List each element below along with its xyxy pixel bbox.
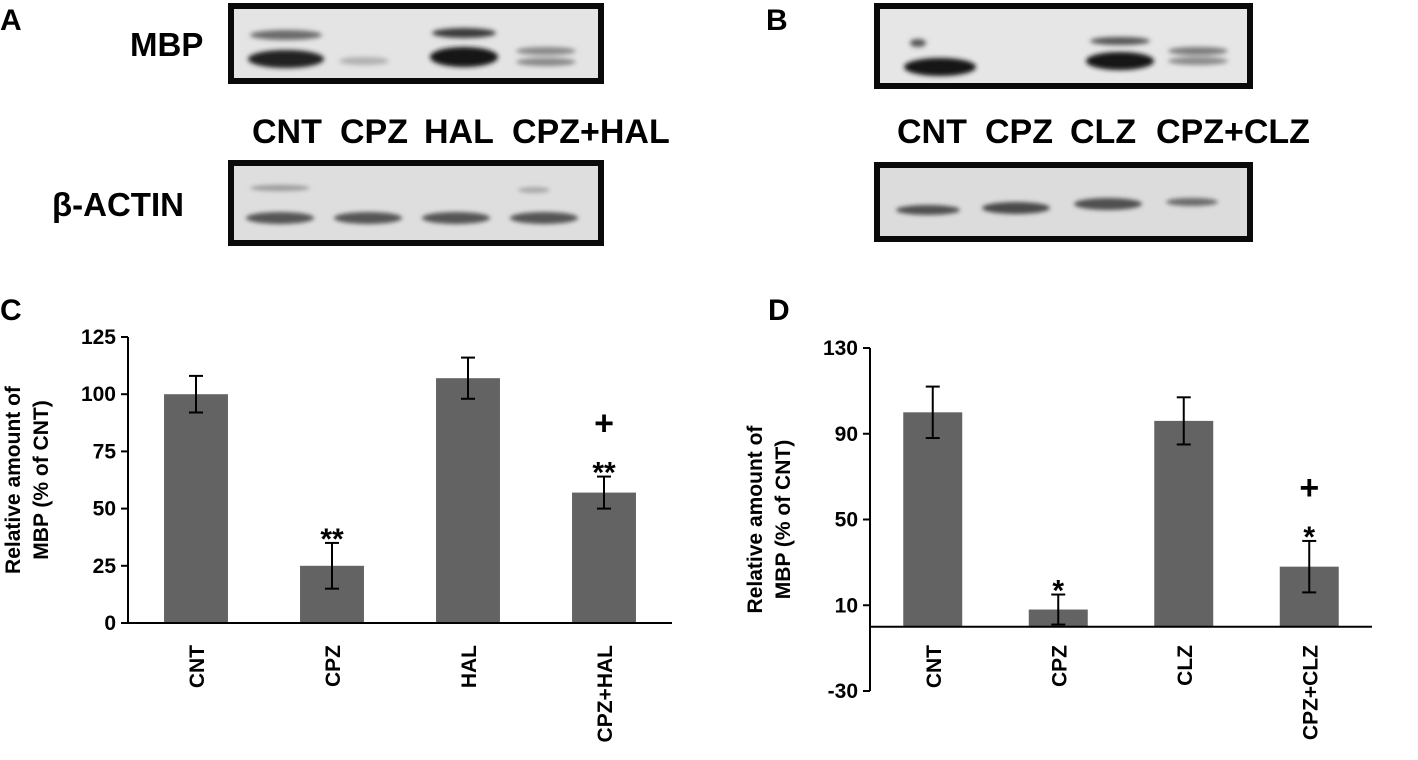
c0-bar-3 [572, 492, 636, 623]
c0-y-axis-title-line1: Relative amount of [2, 385, 25, 574]
c0-category-label-1: CPZ [322, 645, 345, 687]
mbp-blot-label: MBP [130, 26, 204, 63]
lane-label-cpz-a: CPZ [340, 113, 408, 151]
c0-annotation-3-0: + [594, 405, 614, 443]
panel-letter-c: C [0, 294, 22, 327]
actin-blot-label: β-ACTIN [52, 186, 184, 223]
mbp-blot-image-a [234, 9, 598, 78]
panel-letter-a: A [0, 4, 22, 37]
c1-bar-2 [1154, 420, 1214, 627]
c0-ytick-label-2: 50 [93, 498, 116, 521]
lane-label-hal-a: HAL [424, 113, 494, 151]
lane-label-cpz-b: CPZ [985, 113, 1053, 151]
c0-ytick-label-1: 25 [93, 555, 117, 578]
lane-label-cpz-clz-b: CPZ+CLZ [1156, 113, 1310, 151]
c1-category-label-3: CPZ+CLZ [1299, 645, 1322, 740]
c0-category-label-0: CNT [186, 645, 209, 688]
c1-ytick-label-0: -30 [828, 680, 858, 703]
c0-category-label-3: CPZ+HAL [594, 645, 617, 743]
actin-western-blot-a [228, 160, 604, 246]
c1-category-label-2: CLZ [1174, 645, 1197, 686]
c1-annotation-1-0: * [1052, 575, 1064, 608]
c0-annotation-1-0: ** [320, 523, 344, 556]
c0-ytick-label-4: 100 [81, 383, 116, 406]
lane-label-cnt-b: CNT [897, 113, 967, 151]
c0-y-axis-title-line2: MBP (% of CNT) [30, 400, 53, 559]
panel-letter-b: B [766, 4, 788, 37]
panel-letter-d: D [768, 294, 790, 327]
mbp-western-blot-b [874, 3, 1253, 89]
bar-chart-d: -30 10 50 90 130 CNT * CPZ CLZ + * CPZ+CLZ Relative … [744, 337, 1372, 740]
c0-bar-2 [436, 378, 500, 623]
c1-category-label-1: CPZ [1048, 645, 1071, 687]
c0-annotation-3-1: ** [592, 457, 616, 490]
lane-label-cnt-a: CNT [252, 113, 322, 151]
c0-category-label-2: HAL [458, 645, 481, 688]
c0-ytick-label-0: 0 [104, 612, 116, 635]
c1-ytick-label-2: 50 [835, 509, 858, 532]
mbp-blot-image-b [880, 9, 1247, 83]
c1-ytick-label-1: 10 [835, 594, 858, 617]
c1-annotation-3-1: * [1303, 521, 1315, 554]
bar-chart-c: 0 25 50 75 100 125 CNT ** CPZ HAL + ** CPZ+HAL Relati… [2, 326, 672, 743]
c1-category-label-0: CNT [923, 645, 946, 688]
c1-y-axis-title-line2: MBP (% of CNT) [772, 440, 795, 599]
c1-bar-0 [903, 412, 963, 627]
actin-blot-image-b [880, 168, 1247, 236]
c1-ytick-label-3: 90 [835, 423, 858, 446]
actin-blot-image-a [234, 166, 598, 240]
c1-y-axis-title-line1: Relative amount of [744, 425, 767, 614]
c1-annotation-3-0: + [1299, 469, 1319, 507]
c0-bar-0 [164, 394, 228, 623]
c0-ytick-label-5: 125 [81, 326, 116, 349]
c0-ytick-label-3: 75 [93, 440, 117, 463]
actin-western-blot-b [874, 162, 1253, 242]
mbp-western-blot-a [228, 3, 604, 84]
lane-label-cpz-hal-a: CPZ+HAL [512, 113, 670, 151]
c1-ytick-label-4: 130 [823, 337, 858, 360]
lane-label-clz-b: CLZ [1070, 113, 1137, 151]
